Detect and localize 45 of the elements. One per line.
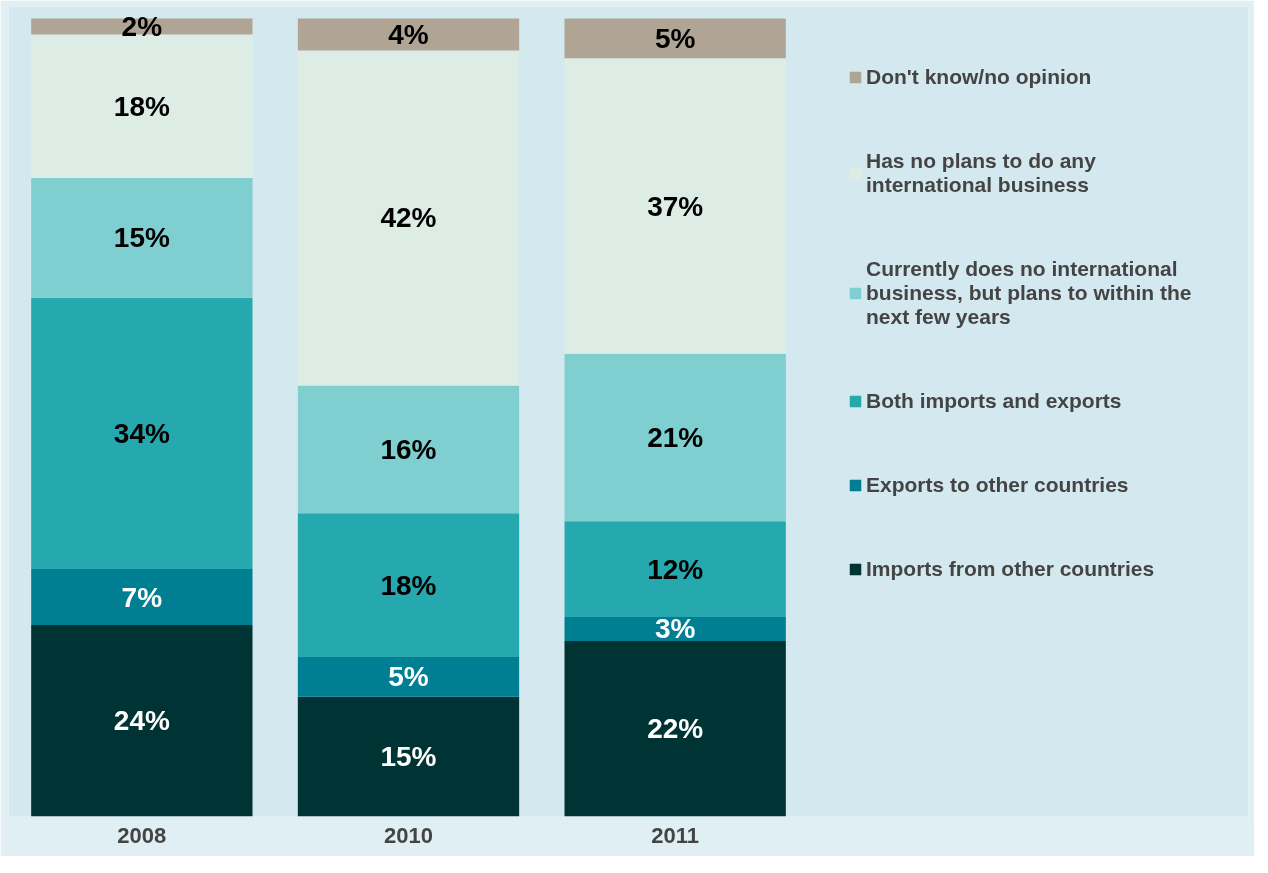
x-tick-label: 2010 (384, 822, 433, 848)
bar (297, 696, 520, 817)
bar (564, 58, 786, 354)
bar (31, 569, 253, 625)
legend-label: Currently does no international business, but plans to within the next few years (866, 257, 1192, 329)
legend-label: Don't know/no opinion (866, 65, 1092, 89)
data-label: 12% (647, 553, 704, 585)
legend-label: Both imports and exports (866, 389, 1122, 413)
bar (564, 640, 786, 817)
data-label: 37% (647, 190, 704, 222)
bar (297, 656, 520, 697)
bar (297, 385, 520, 514)
bar (564, 353, 786, 522)
data-label: 5% (654, 22, 696, 54)
bar (31, 18, 253, 35)
data-label: 18% (380, 569, 437, 601)
data-label: 2% (121, 10, 163, 42)
data-label: 15% (380, 741, 437, 773)
data-label: 34% (113, 417, 170, 449)
legend-label: Exports to other countries (866, 473, 1129, 497)
data-label: 42% (380, 202, 437, 234)
bar (297, 513, 520, 657)
data-label: 24% (113, 705, 170, 737)
bar (297, 50, 520, 386)
bar (564, 18, 786, 59)
x-tick-label: 2008 (117, 822, 167, 848)
bar (31, 34, 253, 179)
data-label: 4% (388, 18, 429, 50)
bar (31, 297, 253, 570)
data-label: 7% (121, 581, 163, 613)
bar (297, 18, 520, 51)
legend-label: Imports from other countries (866, 557, 1155, 581)
bar (31, 178, 253, 298)
data-label: 3% (654, 613, 696, 645)
data-label: 22% (647, 713, 704, 745)
data-label: 16% (380, 433, 437, 465)
x-tick-label: 2011 (651, 822, 700, 848)
bar (31, 624, 253, 817)
data-label: 5% (388, 661, 429, 693)
legend-label: Has no plans to do any international business (866, 149, 1096, 197)
bar (564, 616, 786, 641)
bar (564, 521, 786, 617)
data-label: 15% (113, 222, 170, 254)
data-label: 18% (113, 90, 170, 122)
data-label: 21% (647, 421, 704, 453)
